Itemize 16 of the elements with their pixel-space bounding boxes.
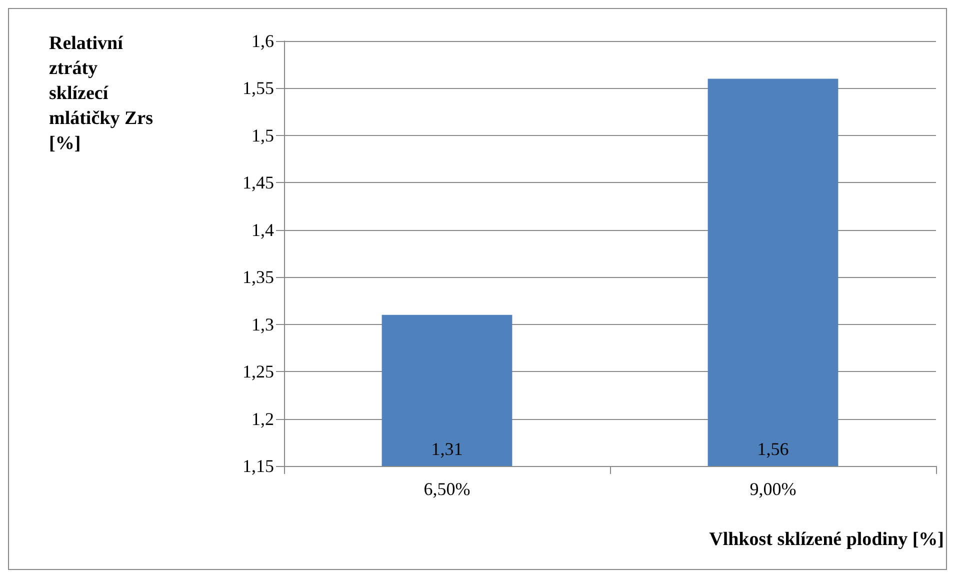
y-tick-label: 1,25 [242,362,274,382]
y-tick-label: 1,45 [242,172,274,193]
x-tick-label: 9,00% [750,479,796,499]
y-tick-label: 1,3 [252,314,274,334]
y-tick-label: 1,6 [252,31,274,51]
x-axis-title: Vlhkost sklízené plodiny [%] [709,529,944,550]
data-label: 1,31 [431,439,463,459]
y-axis-title: Relativní ztráty sklízecí mlátičky Zrs [%] [49,33,158,154]
y-tick-label: 1,5 [252,125,274,146]
y-tick-label: 1,2 [252,408,274,429]
y-tick-label: 1,35 [242,267,274,288]
y-tick-label: 1,15 [242,456,274,476]
x-tick-label: 6,50% [424,479,470,499]
data-label: 1,56 [757,439,789,459]
y-tick-label: 1,4 [252,220,274,240]
y-tick-label: 1,55 [242,78,274,98]
